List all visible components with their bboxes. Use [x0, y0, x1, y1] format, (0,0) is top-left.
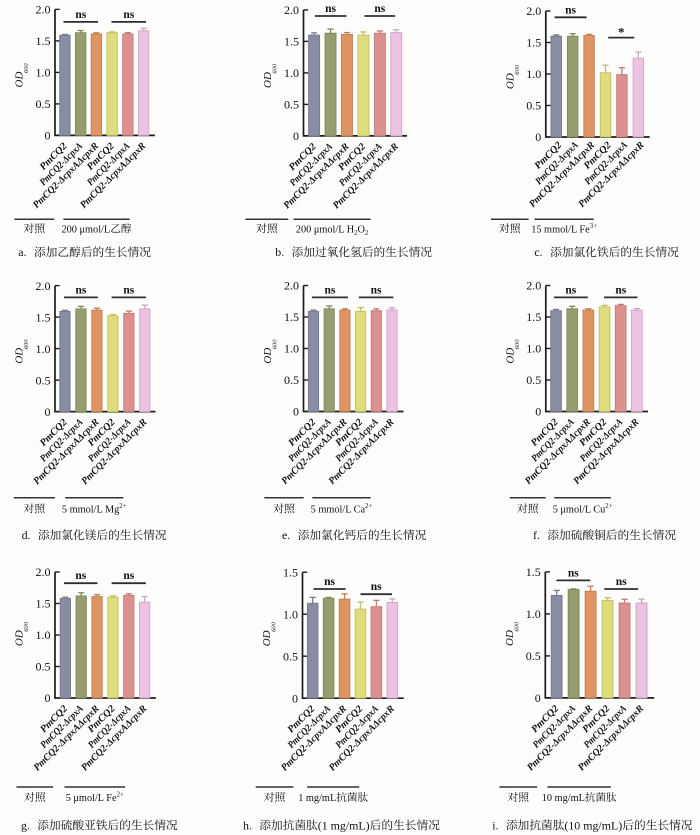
svg-text:0: 0 — [292, 691, 298, 705]
svg-text:0: 0 — [293, 129, 299, 143]
svg-text:0.5: 0.5 — [36, 97, 51, 111]
svg-text:ns: ns — [371, 284, 382, 296]
svg-text:2.0: 2.0 — [284, 279, 299, 293]
svg-text:0.5: 0.5 — [283, 649, 298, 663]
svg-text:ns: ns — [371, 581, 382, 593]
svg-text:ns: ns — [75, 284, 86, 296]
svg-text:1.5: 1.5 — [36, 597, 51, 611]
svg-text:0: 0 — [535, 130, 541, 144]
svg-text:5 mmol/L Mg: 5 mmol/L Mg — [62, 504, 119, 515]
svg-text:2+: 2+ — [365, 503, 372, 510]
svg-text:2.0: 2.0 — [284, 3, 299, 17]
svg-text:ns: ns — [325, 3, 336, 15]
svg-text:ns: ns — [123, 284, 134, 296]
svg-text:1.5: 1.5 — [526, 565, 541, 579]
svg-text:1.5: 1.5 — [36, 310, 51, 324]
svg-text:1.0: 1.0 — [284, 342, 299, 356]
svg-text:0.5: 0.5 — [36, 660, 51, 674]
svg-text:1.0: 1.0 — [36, 66, 51, 80]
svg-text:ns: ns — [324, 576, 335, 588]
svg-text:ns: ns — [565, 284, 576, 296]
svg-text:d.: d. — [22, 528, 31, 542]
svg-text:ns: ns — [324, 284, 335, 296]
svg-text:0: 0 — [45, 405, 51, 419]
svg-text:O: O — [358, 224, 366, 235]
svg-text:1.5: 1.5 — [36, 34, 51, 48]
svg-text:ns: ns — [75, 9, 86, 21]
svg-text:2: 2 — [365, 230, 369, 237]
svg-text:1.5: 1.5 — [526, 310, 541, 324]
svg-text:f.: f. — [533, 528, 540, 542]
svg-text:0: 0 — [45, 691, 51, 705]
svg-text:1.5: 1.5 — [526, 36, 541, 50]
svg-text:2: 2 — [354, 230, 358, 237]
svg-text:0.5: 0.5 — [526, 373, 541, 387]
svg-text:0.5: 0.5 — [284, 98, 299, 112]
svg-text:2.0: 2.0 — [36, 3, 51, 17]
svg-text:0.5: 0.5 — [36, 373, 51, 387]
svg-text:1.0: 1.0 — [36, 628, 51, 642]
svg-text:h.: h. — [243, 818, 252, 832]
svg-text:ns: ns — [374, 3, 385, 15]
svg-text:1.5: 1.5 — [284, 310, 299, 324]
svg-text:ns: ns — [615, 284, 626, 296]
svg-text:b.: b. — [275, 245, 284, 259]
svg-text:1.0: 1.0 — [526, 607, 541, 621]
svg-text:ns: ns — [568, 567, 579, 579]
svg-text:(1 mg/mL): (1 mg/mL) — [318, 818, 370, 832]
svg-text:1.0: 1.0 — [284, 66, 299, 80]
svg-text:e.: e. — [282, 528, 290, 542]
svg-text:200 μmol/L: 200 μmol/L — [62, 224, 111, 235]
svg-text:2+: 2+ — [117, 792, 124, 799]
svg-text:0.5: 0.5 — [284, 373, 299, 387]
svg-text:5 μmol/L Fe: 5 μmol/L Fe — [66, 793, 117, 804]
svg-text:200 μmol/L H: 200 μmol/L H — [296, 224, 355, 235]
svg-text:1.0: 1.0 — [526, 342, 541, 356]
svg-text:(10 mg/mL): (10 mg/mL) — [564, 818, 622, 832]
svg-text:a.: a. — [18, 245, 26, 259]
svg-text:0.5: 0.5 — [526, 99, 541, 113]
svg-text:1.5: 1.5 — [283, 565, 298, 579]
svg-text:2.0: 2.0 — [526, 279, 541, 293]
svg-text:ns: ns — [616, 576, 627, 588]
svg-text:0: 0 — [45, 129, 51, 143]
svg-text:1.0: 1.0 — [526, 67, 541, 81]
svg-text:5 mmol/L Ca: 5 mmol/L Ca — [311, 504, 366, 515]
svg-text:1.0: 1.0 — [36, 342, 51, 356]
svg-text:ns: ns — [565, 4, 576, 16]
svg-text:g.: g. — [21, 818, 30, 832]
svg-text:c.: c. — [534, 245, 542, 259]
svg-text:ns: ns — [123, 570, 134, 582]
svg-text:2.0: 2.0 — [526, 4, 541, 18]
svg-text:ns: ns — [123, 9, 134, 21]
svg-text:5 μmol/L Cu: 5 μmol/L Cu — [553, 504, 606, 515]
svg-text:0: 0 — [535, 691, 541, 705]
svg-text:0: 0 — [293, 405, 299, 419]
svg-text:1.5: 1.5 — [284, 35, 299, 49]
svg-text:2+: 2+ — [119, 503, 126, 510]
svg-text:10 mg/mL: 10 mg/mL — [542, 793, 585, 804]
svg-text:2.0: 2.0 — [36, 565, 51, 579]
svg-text:0.5: 0.5 — [526, 649, 541, 663]
svg-text:0: 0 — [535, 405, 541, 419]
svg-text:3+: 3+ — [590, 223, 597, 230]
svg-text:2+: 2+ — [605, 503, 612, 510]
svg-text:i.: i. — [492, 818, 498, 832]
svg-text:*: * — [618, 25, 625, 40]
svg-text:15 mmol/L Fe: 15 mmol/L Fe — [531, 224, 590, 235]
svg-text:1.0: 1.0 — [283, 607, 298, 621]
svg-text:1 mg/mL: 1 mg/mL — [298, 793, 336, 804]
svg-text:2.0: 2.0 — [36, 279, 51, 293]
svg-text:ns: ns — [75, 570, 86, 582]
